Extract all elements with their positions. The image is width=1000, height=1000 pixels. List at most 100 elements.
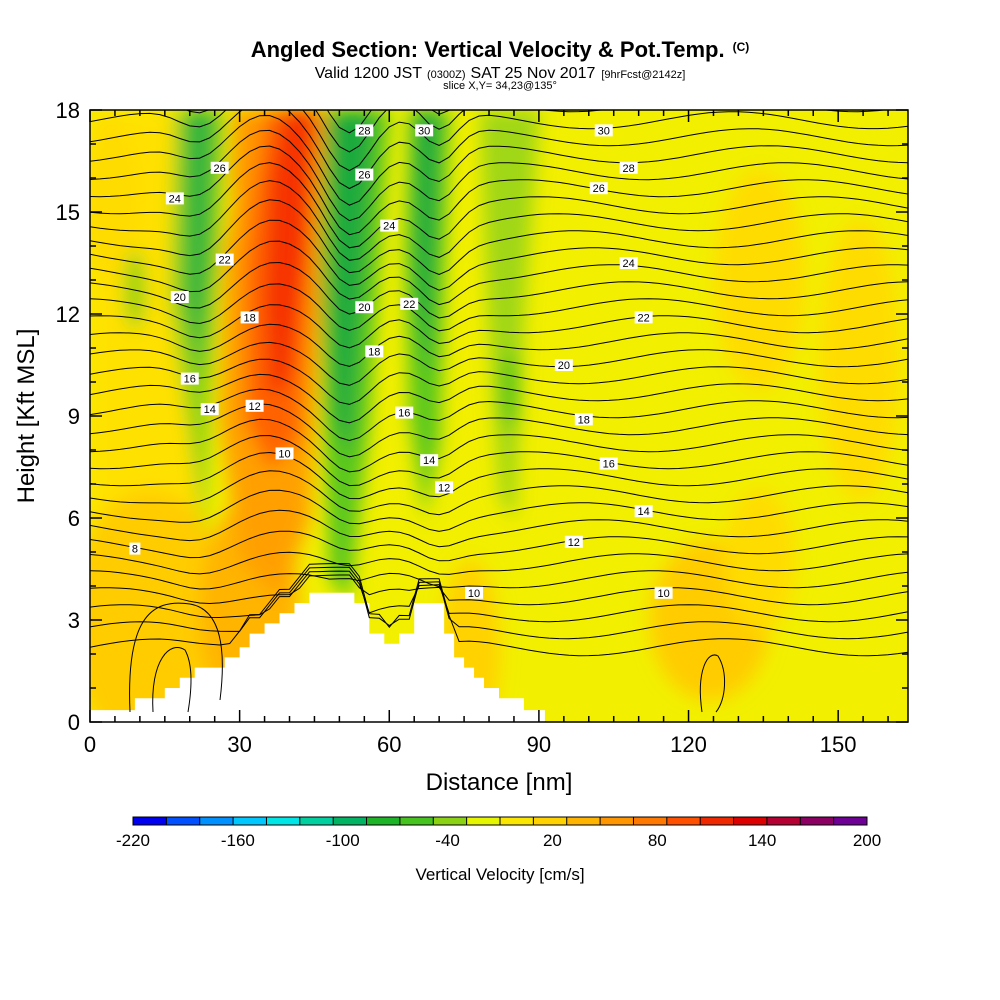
colorbar-label: -100 (326, 831, 360, 850)
colorbar-swatch (633, 817, 668, 825)
contour-label: 26 (214, 163, 226, 175)
colorbar-swatch (266, 817, 301, 825)
contour-label: 20 (558, 360, 570, 372)
theta-contour-line (129, 602, 223, 713)
contour-label-bg (129, 542, 141, 555)
colorbar-swatch (433, 817, 468, 825)
colorbar-swatch (533, 817, 568, 825)
theta-contour-line (90, 530, 908, 562)
theta-contour-line (90, 110, 908, 172)
colorbar-label: -40 (435, 831, 460, 850)
contour-label: 12 (438, 482, 450, 494)
colorbar-label: 200 (853, 831, 881, 850)
y-tick-label: 0 (68, 710, 80, 735)
colorbar-label: -220 (116, 831, 150, 850)
contour-label-bg (355, 168, 374, 181)
contour-label-bg (619, 257, 638, 269)
contour-label: 16 (184, 374, 196, 386)
contour-label: 8 (132, 544, 138, 556)
colorbar (132, 816, 868, 826)
theta-contour-line (90, 574, 908, 606)
contour-label-bg (619, 161, 638, 174)
contour-label: 22 (219, 255, 231, 267)
colorbar-swatch (333, 817, 368, 825)
contour-label: 24 (623, 258, 635, 270)
contour-label-bg (574, 413, 593, 426)
theta-contour-line (699, 654, 725, 713)
theta-contour-line (90, 162, 908, 249)
theta-contour-line (90, 403, 908, 458)
theta-contour-line (90, 358, 908, 405)
contour-label-bg (634, 311, 653, 324)
x-tick-label: 150 (820, 732, 857, 757)
colorbar-swatch (800, 817, 835, 825)
colorbar-swatch (399, 817, 434, 825)
theta-contour-line (90, 323, 908, 367)
theta-contour-line (90, 304, 908, 349)
theta-contour-line (90, 114, 908, 206)
colorbar-swatch (833, 817, 868, 825)
colorbar-swatch (299, 817, 334, 825)
contour-label: 12 (568, 537, 580, 549)
contour-label-bg (634, 505, 653, 518)
y-tick-label: 18 (56, 98, 80, 123)
contour-label: 10 (468, 588, 480, 600)
contour-label: 24 (383, 221, 395, 233)
theta-contour-line (90, 283, 908, 332)
colorbar-label: 80 (648, 831, 667, 850)
contour-label-bg (240, 311, 259, 324)
theta-contour-line (90, 566, 908, 640)
colorbar-swatch (199, 817, 234, 825)
colorbar-label: 20 (543, 831, 562, 850)
theta-contour-line (152, 647, 192, 713)
colorbar-title: Vertical Velocity [cm/s] (415, 865, 584, 884)
theta-contour-line (90, 199, 908, 276)
theta-contour-line (90, 261, 908, 319)
y-tick-label: 6 (68, 506, 80, 531)
contour-label: 14 (423, 455, 435, 467)
contour-label: 12 (248, 401, 260, 413)
colorbar-label: 140 (748, 831, 776, 850)
contour-label-bg (594, 124, 613, 137)
theta-contour-line (90, 180, 908, 261)
theta-contour-line (90, 451, 908, 500)
contour-label: 16 (398, 408, 410, 420)
theta-contour-line (90, 240, 908, 306)
colorbar-swatch (600, 817, 634, 825)
contour-label-bg (200, 403, 219, 416)
colorbar-swatch (666, 817, 701, 825)
contour-label-bg (380, 219, 399, 232)
contour-label: 10 (657, 588, 669, 600)
theta-contour-line (90, 551, 908, 575)
colorbar-swatch (166, 817, 201, 825)
theta-contour-line (90, 509, 908, 548)
theta-contour-line (90, 388, 908, 442)
x-tick-label: 90 (527, 732, 551, 757)
contour-label-bg (435, 481, 454, 494)
contour-label-bg (395, 406, 414, 419)
y-tick-label: 3 (68, 608, 80, 633)
contour-label: 14 (204, 404, 216, 416)
x-tick-label: 30 (227, 732, 251, 757)
colorbar-swatch (466, 817, 501, 825)
contour-label: 30 (598, 125, 610, 137)
colorbar-swatch (766, 817, 801, 825)
contour-label-bg (599, 457, 618, 470)
contour-label-bg (654, 586, 673, 599)
contour-label: 20 (174, 292, 186, 304)
contour-label-bg (554, 359, 573, 371)
contour-label: 14 (638, 506, 650, 518)
contour-label: 16 (603, 459, 615, 471)
theta-contour-line (90, 434, 908, 487)
colorbar-label: -160 (221, 831, 255, 850)
x-tick-label: 60 (377, 732, 401, 757)
contour-label-bg (245, 399, 264, 412)
contour-label-bg (355, 124, 374, 137)
contour-label-bg (165, 192, 184, 205)
contour-label-bg (215, 253, 234, 266)
colorbar-swatch (133, 817, 167, 825)
theta-contour-line (90, 418, 908, 473)
theta-contour-line (90, 570, 908, 590)
contour-label-bg (589, 182, 608, 195)
